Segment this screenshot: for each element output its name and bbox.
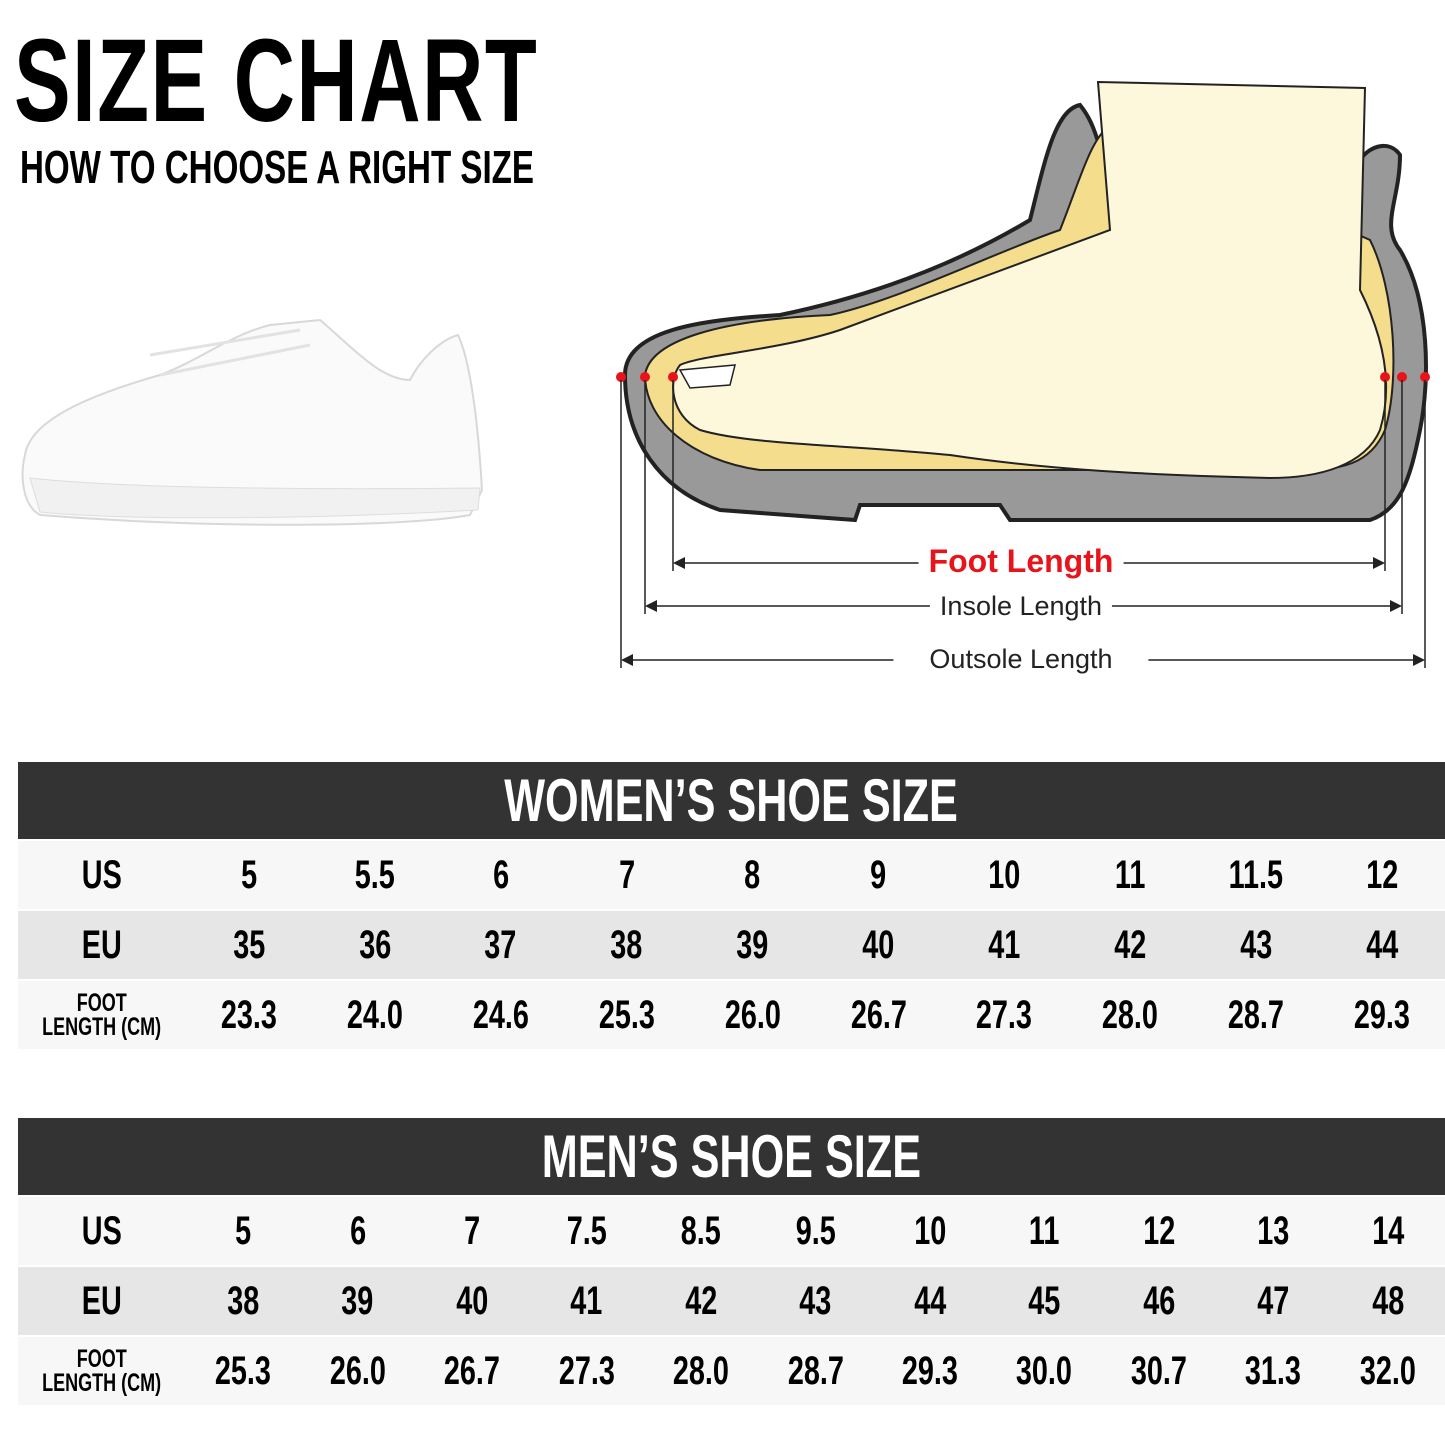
table-cell: 38 xyxy=(610,922,643,967)
table-cell: 37 xyxy=(484,922,517,967)
table-cell: 38 xyxy=(227,1278,260,1323)
table-row-us: US 5 5.5 6 7 8 9 10 11 11.5 12 xyxy=(18,841,1445,909)
table-cell: 45 xyxy=(1028,1278,1061,1323)
table-cell: 35 xyxy=(232,922,265,967)
table-cell: 28.0 xyxy=(1102,992,1159,1037)
table-cell: 10 xyxy=(988,852,1021,897)
table-cell: 24.6 xyxy=(472,992,529,1037)
table-cell: 29.3 xyxy=(901,1348,958,1393)
table-cell: 44 xyxy=(1366,922,1399,967)
table-cell: 25.3 xyxy=(215,1348,272,1393)
table-cell: 9.5 xyxy=(795,1208,836,1253)
page-subtitle: HOW TO CHOOSE A RIGHT SIZE xyxy=(20,141,535,193)
foot-length-label: Foot Length xyxy=(918,543,1124,580)
table-cell: 42 xyxy=(1114,922,1147,967)
mens-size-table: MEN’S SHOE SIZE US 5 6 7 7.5 8.5 9.5 10 11 12 13 14… xyxy=(18,1118,1445,1405)
shoe-diagram xyxy=(21,80,1430,668)
shoe-outline xyxy=(622,80,1428,523)
table-cell: 27.3 xyxy=(976,992,1033,1037)
table-cell: 5 xyxy=(240,852,257,897)
page-title: SIZE CHART xyxy=(14,15,539,147)
womens-size-table: WOMEN’S SHOE SIZE US 5 5.5 6 7 8 9 10 11 11.5 12 E… xyxy=(18,762,1445,1049)
sneaker-image xyxy=(21,318,484,526)
table-row-foot-length: FOOT LENGTH (CM) 25.3 26.0 26.7 27.3 28.0 28.7 2… xyxy=(18,1337,1445,1405)
table-cell: 41 xyxy=(988,922,1021,967)
insole-length-label: Insole Length xyxy=(929,591,1113,622)
mens-table-header: MEN’S SHOE SIZE xyxy=(18,1118,1445,1195)
table-cell: 12 xyxy=(1366,852,1399,897)
table-cell: 44 xyxy=(913,1278,946,1323)
table-row-eu: EU 35 36 37 38 39 40 41 42 43 44 xyxy=(18,911,1445,979)
measurement-markers xyxy=(616,372,1430,382)
table-cell: 8.5 xyxy=(681,1208,722,1253)
foot-toe-marker xyxy=(668,372,678,382)
womens-table-header: WOMEN’S SHOE SIZE xyxy=(18,762,1445,839)
table-cell: 30.7 xyxy=(1130,1348,1187,1393)
table-cell: 28.7 xyxy=(1228,992,1285,1037)
outsole-length-label: Outsole Length xyxy=(893,644,1149,675)
table-cell: 25.3 xyxy=(598,992,655,1037)
table-cell: 27.3 xyxy=(558,1348,615,1393)
table-cell: 11.5 xyxy=(1228,852,1284,897)
table-cell: 39 xyxy=(341,1278,374,1323)
table-cell: 23.3 xyxy=(220,992,277,1037)
table-cell: 42 xyxy=(685,1278,718,1323)
table-cell: 40 xyxy=(862,922,895,967)
table-row-us: US 5 6 7 7.5 8.5 9.5 10 11 12 13 14 xyxy=(18,1197,1445,1265)
table-cell: 29.3 xyxy=(1354,992,1411,1037)
table-cell: 26.0 xyxy=(724,992,781,1037)
table-cell: 8 xyxy=(744,852,761,897)
table-cell: 28.0 xyxy=(673,1348,730,1393)
table-cell: 6 xyxy=(349,1208,366,1253)
table-cell: 24.0 xyxy=(346,992,403,1037)
table-cell: 13 xyxy=(1257,1208,1290,1253)
table-cell: 30.0 xyxy=(1016,1348,1073,1393)
table-cell: 7 xyxy=(464,1208,481,1253)
outsole-heel-marker xyxy=(1420,372,1430,382)
table-cell: 11 xyxy=(1029,1208,1060,1253)
table-cell: 12 xyxy=(1142,1208,1175,1253)
insole-heel-marker xyxy=(1397,372,1407,382)
table-cell: 6 xyxy=(492,852,509,897)
table-cell: 26.0 xyxy=(329,1348,386,1393)
table-cell: 7 xyxy=(618,852,635,897)
table-cell: 5.5 xyxy=(354,852,395,897)
table-cell: 14 xyxy=(1371,1208,1404,1253)
table-cell: 7.5 xyxy=(566,1208,607,1253)
table-cell: 43 xyxy=(799,1278,832,1323)
table-cell: 26.7 xyxy=(444,1348,501,1393)
table-cell: 47 xyxy=(1257,1278,1290,1323)
table-cell: 9 xyxy=(870,852,887,897)
table-cell: 39 xyxy=(736,922,769,967)
table-row-foot-length: FOOT LENGTH (CM) 23.3 24.0 24.6 25.3 26.0 26.7 2… xyxy=(18,981,1445,1049)
table-row-eu: EU 38 39 40 41 42 43 44 45 46 47 48 xyxy=(18,1267,1445,1335)
table-cell: 26.7 xyxy=(850,992,907,1037)
table-cell: 10 xyxy=(913,1208,946,1253)
table-cell: 46 xyxy=(1142,1278,1175,1323)
insole-toe-marker xyxy=(640,372,650,382)
table-cell: 5 xyxy=(235,1208,252,1253)
table-cell: 48 xyxy=(1371,1278,1404,1323)
outsole-toe-marker xyxy=(616,372,626,382)
table-cell: 11 xyxy=(1115,852,1146,897)
foot-heel-marker xyxy=(1380,372,1390,382)
table-cell: 31.3 xyxy=(1245,1348,1302,1393)
table-cell: 32.0 xyxy=(1359,1348,1416,1393)
table-cell: 28.7 xyxy=(787,1348,844,1393)
table-cell: 40 xyxy=(456,1278,489,1323)
table-cell: 36 xyxy=(358,922,391,967)
table-cell: 41 xyxy=(570,1278,603,1323)
table-cell: 43 xyxy=(1240,922,1273,967)
